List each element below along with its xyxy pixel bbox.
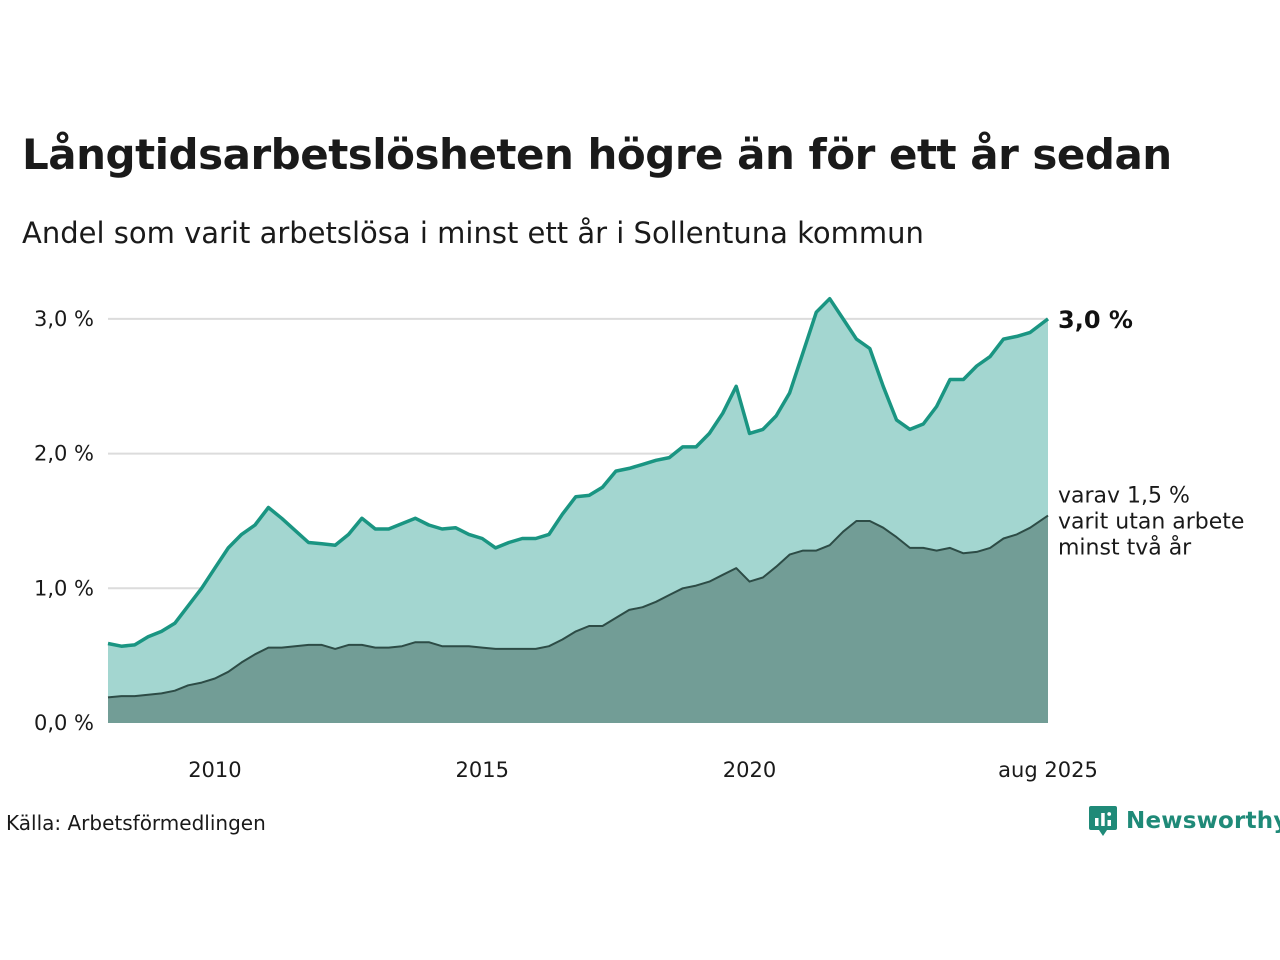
end-label-line-3: minst två år — [1058, 535, 1192, 561]
y-tick-label: 1,0 % — [34, 576, 94, 600]
line-long_term — [107, 296, 1050, 648]
chart-subtitle: Andel som varit arbetslösa i minst ett å… — [22, 216, 924, 250]
brand-logo: Newsworthy — [1088, 804, 1280, 838]
chart-title: Långtidsarbetslösheten högre än för ett … — [22, 130, 1172, 179]
line-very_long_term — [107, 514, 1049, 699]
x-tick-label: 2020 — [723, 758, 776, 782]
area-very_long_term — [108, 515, 1048, 723]
x-tick-label: aug 2025 — [998, 758, 1098, 782]
y-axis-ticks: 0,0 % 1,0 % 2,0 % 3,0 % — [34, 307, 94, 735]
chart-areas — [107, 296, 1050, 723]
end-label-long-term: 3,0 % — [1058, 306, 1133, 334]
source-note: Källa: Arbetsförmedlingen — [6, 811, 266, 835]
end-label-line-1: varav 1,5 % — [1058, 484, 1190, 509]
y-tick-label: 3,0 % — [34, 307, 94, 331]
end-label-very-long-term: varav 1,5 % varit utan arbete minst två … — [1058, 484, 1251, 561]
newsworthy-icon — [1089, 806, 1117, 836]
y-tick-label: 2,0 % — [34, 442, 94, 466]
x-tick-label: 2010 — [188, 758, 241, 782]
y-tick-label: 0,0 % — [34, 711, 94, 735]
end-label-line-2: varit utan arbete — [1058, 510, 1244, 535]
x-tick-label: 2015 — [455, 758, 508, 782]
x-axis-ticks: 2010 2015 2020 aug 2025 — [188, 758, 1098, 782]
brand-name: Newsworthy — [1126, 808, 1280, 834]
